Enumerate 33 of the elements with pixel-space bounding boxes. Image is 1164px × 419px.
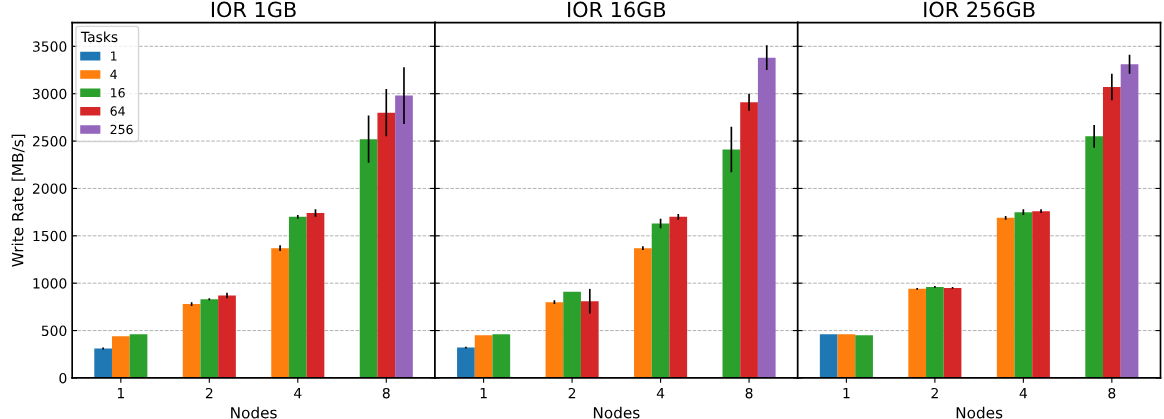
- y-tick-label: 500: [41, 325, 67, 337]
- y-tick-label: 3000: [33, 88, 67, 100]
- x-axis-title: Nodes: [231, 406, 277, 419]
- x-tick-label: 8: [745, 387, 753, 399]
- x-axis-title: Nodes: [956, 406, 1003, 419]
- x-tick-label: 1: [117, 388, 124, 399]
- chart-title: IOR 256GB: [924, 1, 1035, 18]
- y-tick-label: 2500: [32, 136, 67, 147]
- y-axis-title: Write Rate [MB/s]: [11, 134, 26, 267]
- legend-title: Tasks: [80, 31, 118, 43]
- x-tick-label: 4: [1019, 388, 1027, 399]
- x-tick-label: 1: [843, 388, 850, 399]
- x-tick-label: 1: [480, 388, 487, 399]
- legend-label: 256: [110, 124, 133, 135]
- x-tick-label: 2: [568, 387, 576, 399]
- legend-label: 1: [111, 51, 117, 61]
- x-tick-label: 2: [931, 387, 938, 399]
- x-tick-label: 8: [382, 387, 390, 399]
- y-tick-label: 1000: [33, 278, 67, 289]
- x-tick-label: 2: [205, 387, 213, 399]
- y-tick-label: 2000: [32, 183, 67, 194]
- chart-title: IOR 16GB: [568, 1, 666, 18]
- y-tick-label: 0: [59, 372, 67, 384]
- x-tick-label: 8: [1108, 387, 1116, 399]
- y-tick-label: 3500: [33, 41, 67, 52]
- legend-label: 64: [110, 106, 125, 116]
- x-tick-label: 4: [656, 388, 665, 399]
- legend-label: 4: [110, 69, 117, 79]
- x-axis-title: Nodes: [593, 406, 640, 419]
- legend-label: 16: [111, 87, 125, 98]
- chart-title: IOR 1GB: [211, 1, 296, 18]
- x-tick-label: 4: [294, 388, 302, 399]
- y-tick-label: 1500: [33, 230, 67, 242]
